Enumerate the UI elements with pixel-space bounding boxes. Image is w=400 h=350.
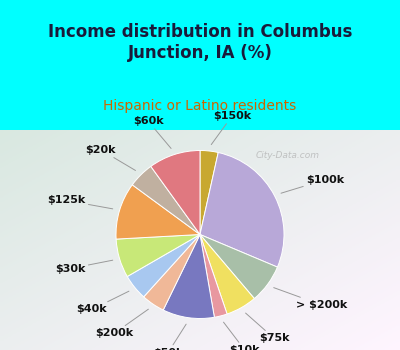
Wedge shape — [163, 234, 214, 318]
Text: $200k: $200k — [95, 309, 148, 338]
Text: Hispanic or Latino residents: Hispanic or Latino residents — [103, 99, 297, 113]
Wedge shape — [200, 234, 278, 299]
Wedge shape — [200, 234, 227, 317]
Text: $100k: $100k — [281, 175, 344, 193]
Wedge shape — [127, 234, 200, 297]
Text: > $200k: > $200k — [274, 288, 348, 310]
Text: $30k: $30k — [55, 260, 113, 273]
Text: $20k: $20k — [86, 145, 136, 170]
Wedge shape — [200, 150, 218, 234]
Text: City-Data.com: City-Data.com — [256, 152, 320, 160]
Text: $10k: $10k — [224, 322, 260, 350]
Wedge shape — [132, 166, 200, 235]
Text: $125k: $125k — [48, 196, 113, 209]
Wedge shape — [200, 234, 254, 314]
Text: $50k: $50k — [153, 324, 186, 350]
Wedge shape — [116, 185, 200, 239]
Wedge shape — [200, 153, 284, 267]
Wedge shape — [116, 234, 200, 276]
Wedge shape — [144, 234, 200, 310]
Wedge shape — [151, 150, 200, 234]
Text: $40k: $40k — [77, 291, 129, 315]
Text: $150k: $150k — [211, 111, 251, 145]
Text: $60k: $60k — [133, 116, 171, 148]
Text: $75k: $75k — [246, 313, 289, 343]
Text: Income distribution in Columbus
Junction, IA (%): Income distribution in Columbus Junction… — [48, 23, 352, 62]
